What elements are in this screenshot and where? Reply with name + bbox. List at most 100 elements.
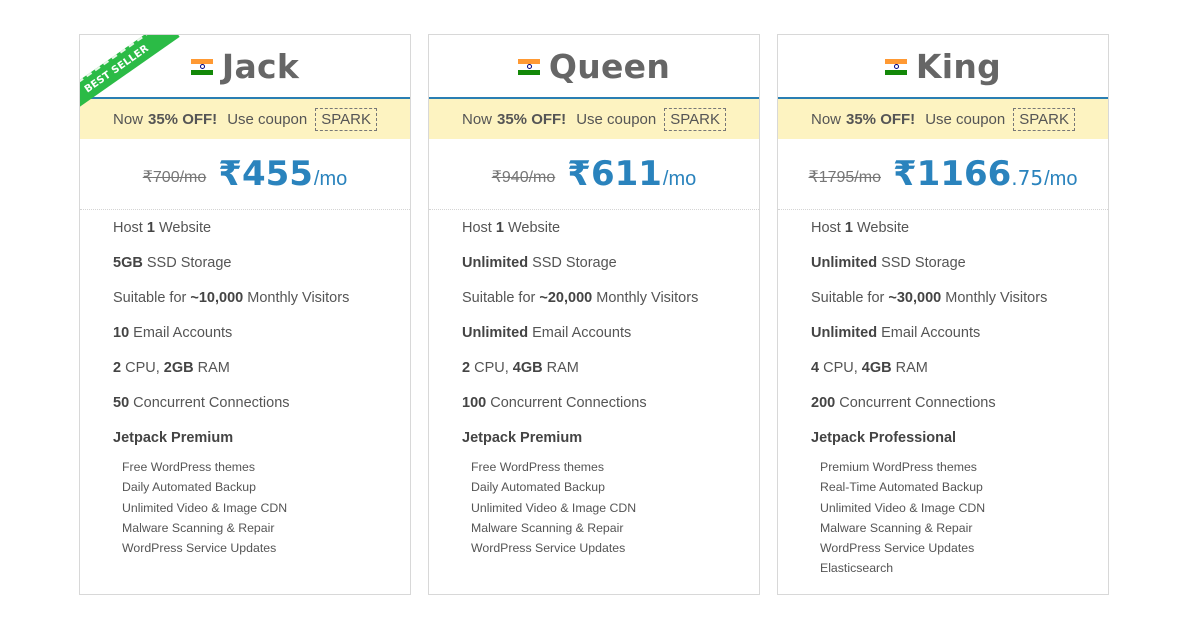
feature-item: 50 Concurrent Connections <box>113 393 410 428</box>
feature-text: Concurrent Connections <box>129 395 290 411</box>
feature-text: Monthly Visitors <box>592 290 699 306</box>
feature-text: Website <box>154 220 212 236</box>
feature-item: 2 CPU, 4GB RAM <box>462 358 759 393</box>
feature-item: Unlimited Email Accounts <box>811 323 1108 358</box>
feature-value: ~20,000 <box>539 290 593 306</box>
promo-coupon-text: Use coupon <box>576 110 657 128</box>
feature-text: Suitable for <box>811 290 889 306</box>
promo-discount: 35% OFF! <box>497 110 567 128</box>
promo-prefix: Now <box>810 110 841 128</box>
plan-card-queen[interactable]: Queen Now 35% OFF! Use coupon SPARK ₹940/mo ₹6… <box>428 34 760 595</box>
promo-coupon-text: Use coupon <box>925 110 1006 128</box>
feature-text: SSD Storage <box>877 255 966 271</box>
jetpack-feature-item: WordPress Service Updates <box>820 541 975 556</box>
feature-value: 1 <box>495 220 504 236</box>
feature-text: Email Accounts <box>129 325 233 341</box>
plan-header: Queen <box>429 35 759 99</box>
feature-item: Suitable for ~30,000 Monthly Visitors <box>811 288 1108 323</box>
best-seller-ribbon: BEST SELLER <box>80 35 180 118</box>
feature-text: RAM <box>193 360 230 376</box>
feature-value: 5GB <box>113 255 143 271</box>
feature-item: 10 Email Accounts <box>113 323 410 358</box>
feature-value: 4GB <box>512 360 543 376</box>
jetpack-feature-item: WordPress Service Updates <box>471 541 626 556</box>
coupon-code[interactable]: SPARK <box>664 107 726 131</box>
feature-text: Host <box>113 220 147 236</box>
jetpack-title: Jetpack Premium <box>462 430 583 446</box>
feature-value: Unlimited <box>811 325 878 341</box>
jetpack-feature-item: Malware Scanning & Repair <box>122 520 275 535</box>
ribbon-container: BEST SELLER <box>80 35 180 135</box>
feature-item: 100 Concurrent Connections <box>462 393 759 428</box>
feature-text: Website <box>852 220 910 236</box>
jetpack-feature-item: Unlimited Video & Image CDN <box>820 500 986 515</box>
price-amount: 1166 <box>916 154 1012 194</box>
feature-item: Unlimited SSD Storage <box>462 253 759 288</box>
india-flag-icon <box>517 59 540 75</box>
feature-item: 2 CPU, 2GB RAM <box>113 358 410 393</box>
jetpack-feature-item: Unlimited Video & Image CDN <box>471 500 637 515</box>
promo-prefix: Now <box>461 110 492 128</box>
feature-item: Host 1 Website <box>113 218 410 253</box>
feature-text: RAM <box>542 360 579 376</box>
feature-value: 2 <box>113 360 122 376</box>
plan-card-jack[interactable]: BEST SELLER Jack Now 35% OFF! Use coupon SPAR… <box>79 34 411 595</box>
new-price: ₹611 <box>567 154 662 194</box>
feature-value: 2 <box>462 360 471 376</box>
feature-item: Unlimited SSD Storage <box>811 253 1108 288</box>
feature-text: CPU, <box>470 360 513 376</box>
plan-header: BEST SELLER Jack <box>80 35 410 118</box>
jetpack-title: Jetpack Premium <box>113 430 234 446</box>
old-price: ₹1795/mo <box>808 169 881 186</box>
jetpack-feature-item: Daily Automated Backup <box>122 480 256 495</box>
jetpack-feature-item: Free WordPress themes <box>471 460 605 474</box>
india-flag-icon <box>884 59 907 75</box>
feature-text: CPU, <box>121 360 164 376</box>
feature-text: Email Accounts <box>877 325 981 341</box>
feature-value: 200 <box>811 395 836 411</box>
promo-bar: Now 35% OFF! Use coupon SPARK <box>429 99 759 139</box>
feature-text: Suitable for <box>462 290 540 306</box>
price-period: /mo <box>662 167 697 190</box>
coupon-code[interactable]: SPARK <box>315 107 377 131</box>
jetpack-feature-item: Elasticsearch <box>820 561 894 576</box>
feature-text: Concurrent Connections <box>486 395 647 411</box>
feature-item: Host 1 Website <box>462 218 759 253</box>
jetpack-feature-item: Daily Automated Backup <box>471 480 605 495</box>
old-price: ₹940/mo <box>491 169 556 186</box>
promo-coupon-text: Use coupon <box>227 110 308 128</box>
jetpack-feature-item: Unlimited Video & Image CDN <box>122 500 288 515</box>
plan-name: Queen <box>548 46 671 86</box>
jetpack-feature-item: Premium WordPress themes <box>820 460 977 474</box>
jetpack-feature-list: Free WordPress themes Daily Automated Bac… <box>80 457 410 558</box>
feature-text: CPU, <box>819 360 862 376</box>
feature-value: 4GB <box>861 360 892 376</box>
plan-card-king[interactable]: King Now 35% OFF! Use coupon SPARK ₹1795/mo ₹1… <box>777 34 1109 595</box>
promo-discount: 35% OFF! <box>846 110 916 128</box>
jetpack-feature-item: Real-Time Automated Backup <box>820 480 983 495</box>
coupon-code[interactable]: SPARK <box>1013 107 1075 131</box>
plan-name: Jack <box>221 46 300 86</box>
feature-value: Unlimited <box>462 325 529 341</box>
price-period: /mo <box>313 167 348 190</box>
price-row: ₹1795/mo ₹1166.75/mo <box>778 139 1108 210</box>
feature-list: Host 1 Website 5GB SSD Storage Suitable fo… <box>80 210 410 428</box>
feature-value: 50 <box>113 395 130 411</box>
price-amount: 611 <box>590 154 662 194</box>
feature-item: Suitable for ~20,000 Monthly Visitors <box>462 288 759 323</box>
feature-text: RAM <box>891 360 928 376</box>
feature-item: 200 Concurrent Connections <box>811 393 1108 428</box>
jetpack-feature-list: Premium WordPress themes Real-Time Automa… <box>778 457 1108 579</box>
promo-bar: Now 35% OFF! Use coupon SPARK <box>778 99 1108 139</box>
feature-text: Monthly Visitors <box>243 290 350 306</box>
feature-text: Host <box>811 220 845 236</box>
new-price: ₹455 <box>218 154 313 194</box>
feature-text: Website <box>503 220 561 236</box>
feature-value: 1 <box>146 220 155 236</box>
old-price: ₹700/mo <box>142 169 207 186</box>
promo-bar: Now 35% OFF! Use coupon SPARK <box>80 99 410 139</box>
promo-discount: 35% OFF! <box>148 110 218 128</box>
price-row: ₹700/mo ₹455/mo <box>80 139 410 210</box>
plan-name: King <box>915 46 1002 86</box>
